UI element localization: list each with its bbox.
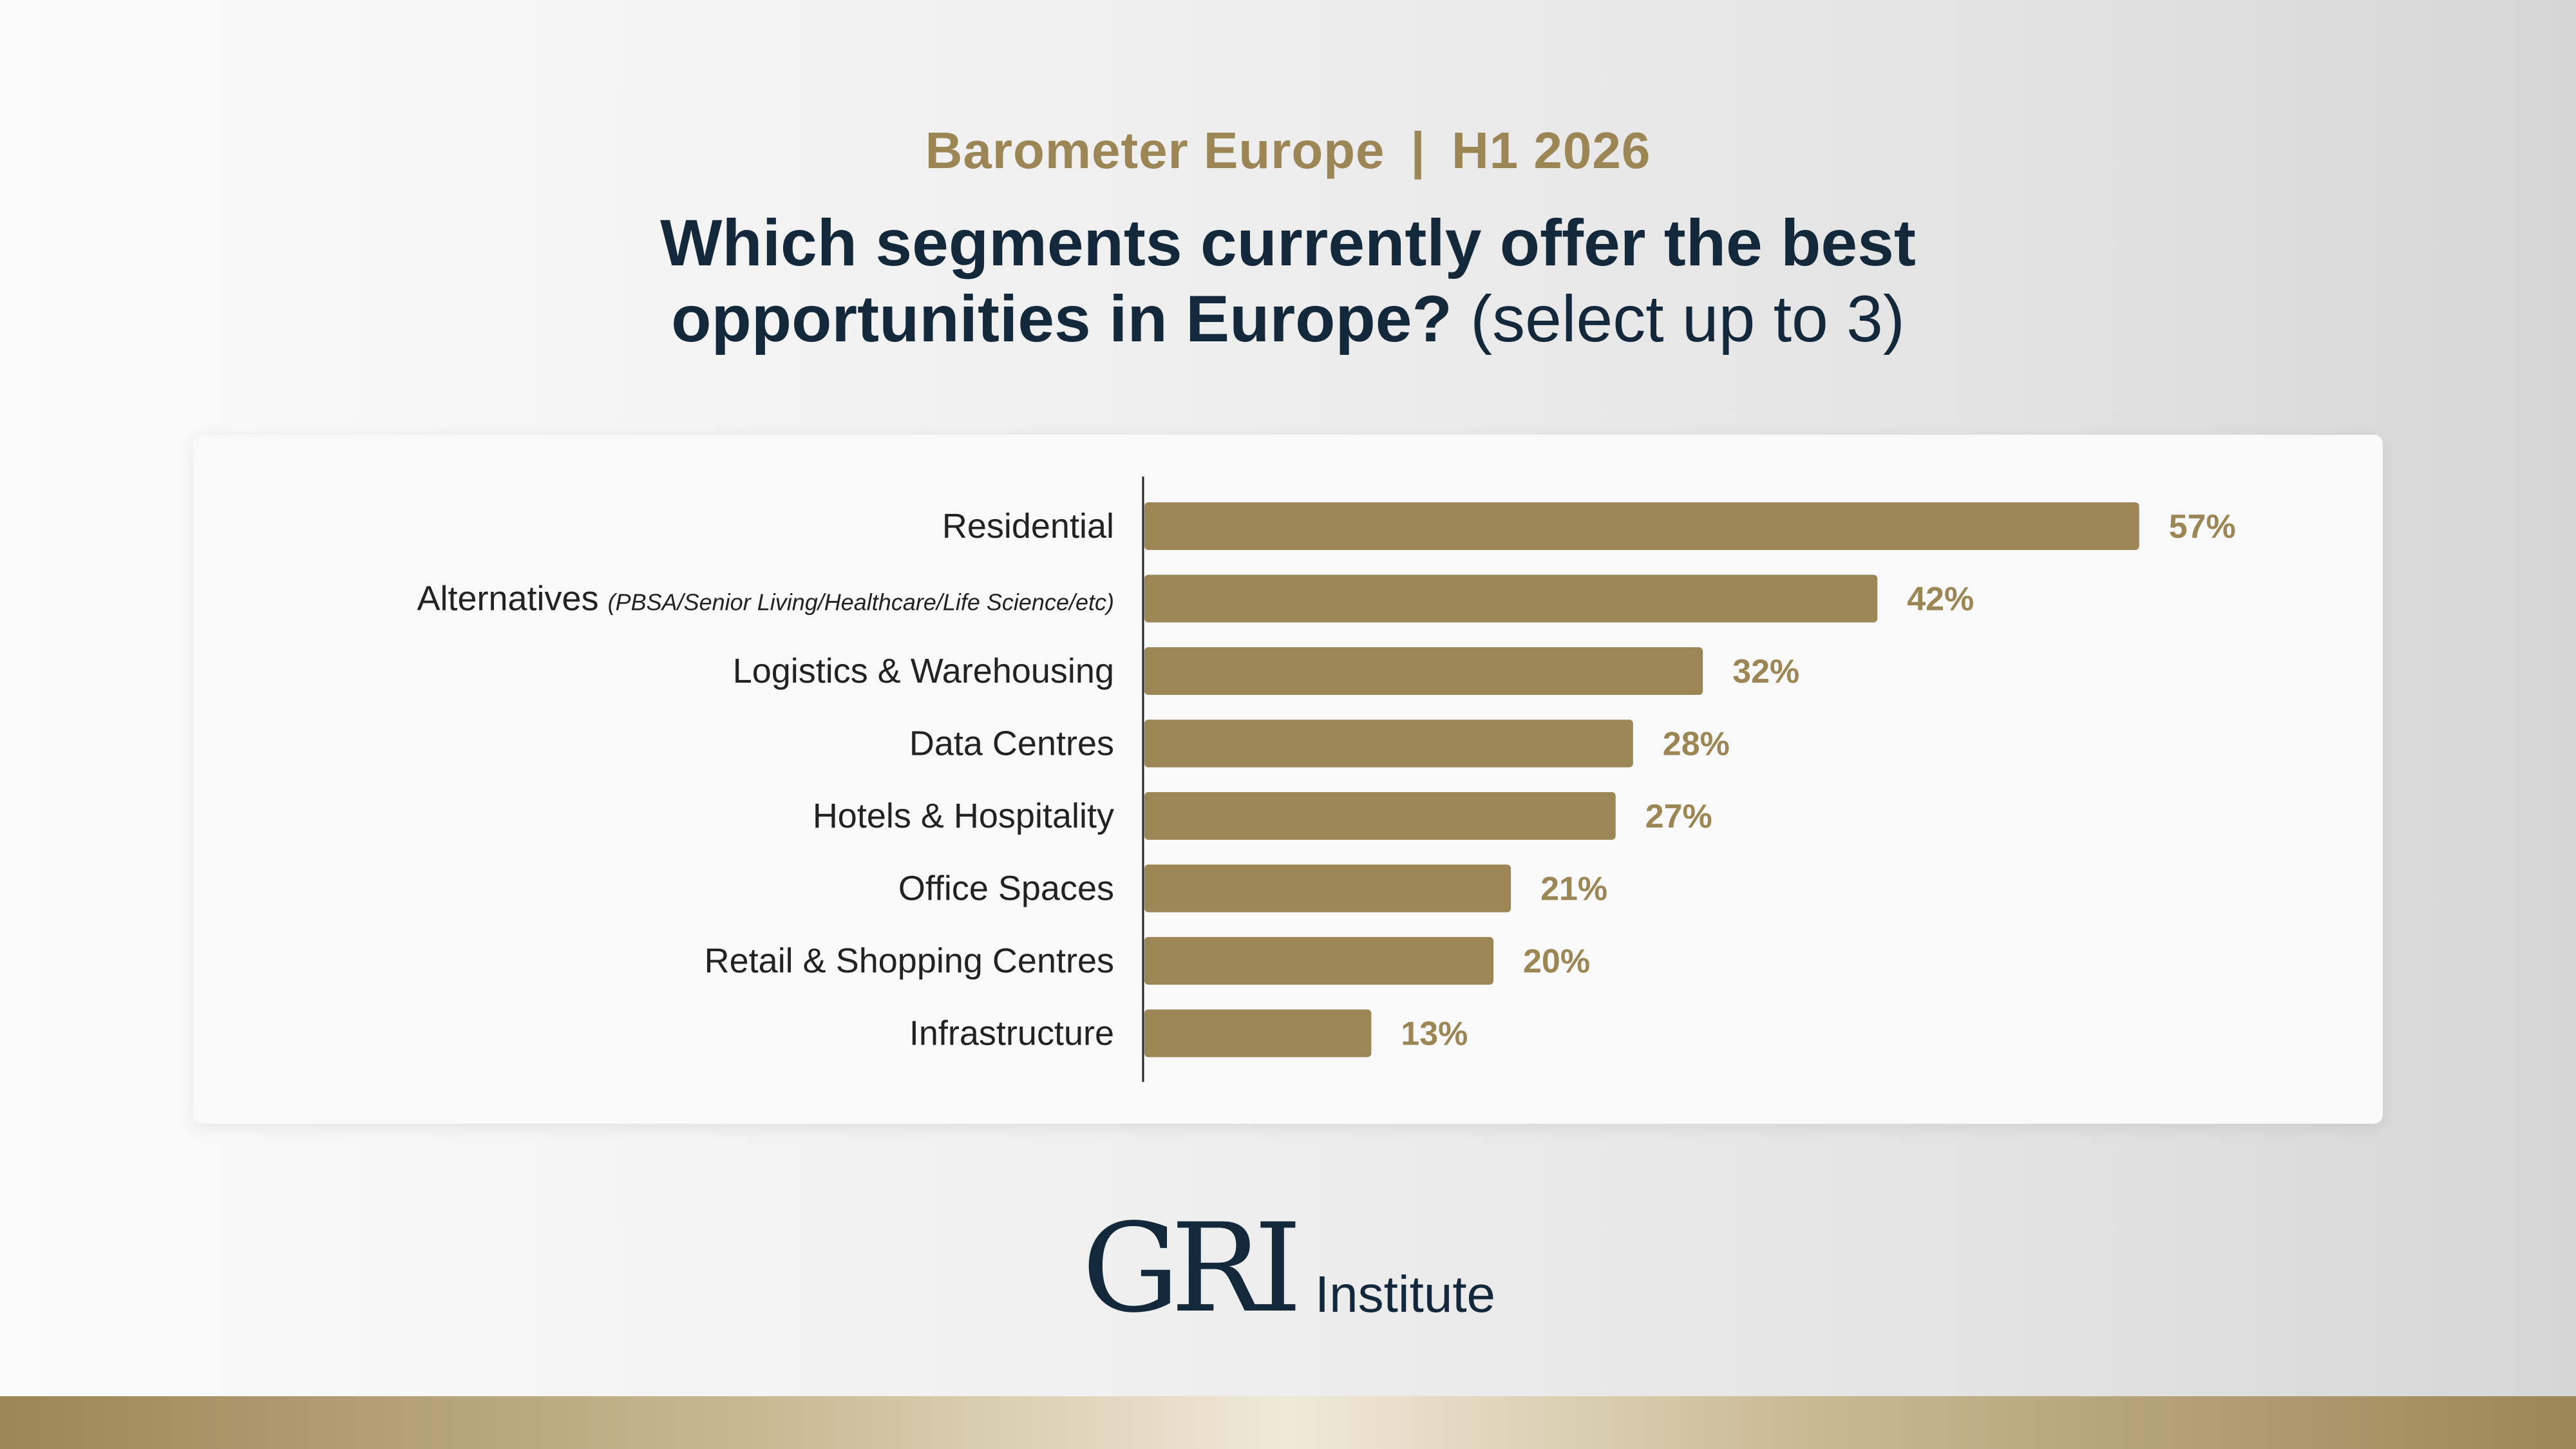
bar-0 bbox=[1144, 502, 2139, 550]
question-text-1: Which segments currently offer the best bbox=[660, 206, 1916, 279]
category-name-2: Logistics & Warehousing bbox=[733, 652, 1114, 690]
category-label-7: Infrastructure bbox=[909, 1014, 1114, 1053]
category-label-1: Alternatives (PBSA/Senior Living/Healthca… bbox=[417, 580, 1114, 618]
period-label: H1 2026 bbox=[1451, 122, 1651, 179]
logo-mark: GRI bbox=[1082, 1197, 1302, 1340]
category-label-3: Data Centres bbox=[909, 724, 1114, 763]
bar-6 bbox=[1144, 937, 1493, 985]
bar-2 bbox=[1144, 647, 1703, 695]
question-line-1: Which segments currently offer the best bbox=[0, 205, 2576, 281]
category-name-6: Retail & Shopping Centres bbox=[705, 942, 1114, 980]
bar-4 bbox=[1144, 792, 1616, 840]
category-label-6: Retail & Shopping Centres bbox=[705, 942, 1114, 980]
category-name-7: Infrastructure bbox=[909, 1014, 1114, 1053]
question-line-2: opportunities in Europe? (select up to 3… bbox=[0, 281, 2576, 357]
category-label-4: Hotels & Hospitality bbox=[813, 797, 1114, 835]
bar-value-label-5: 21% bbox=[1540, 871, 1607, 908]
chart-subtitle: Barometer Europe | H1 2026 bbox=[0, 121, 2576, 180]
chart-card: 57% Residential 42% Alternatives (PBSA/Senio… bbox=[193, 435, 2383, 1124]
bar-5 bbox=[1144, 864, 1511, 913]
subtitle-separator: | bbox=[1410, 122, 1426, 179]
series-name: Barometer Europe bbox=[925, 122, 1385, 179]
category-name-1: Alternatives bbox=[417, 580, 598, 618]
bar-value-label-6: 20% bbox=[1523, 943, 1590, 980]
chart-title: Which segments currently offer the best … bbox=[0, 205, 2576, 357]
logo-text: Institute bbox=[1314, 1265, 1496, 1323]
category-name-4: Hotels & Hospitality bbox=[813, 797, 1114, 835]
bar-1 bbox=[1144, 574, 1878, 623]
bar-value-label-2: 32% bbox=[1732, 653, 1799, 690]
question-text-2: opportunities in Europe? bbox=[671, 282, 1452, 355]
bar-value-label-7: 13% bbox=[1401, 1016, 1468, 1053]
bottom-gold-band bbox=[0, 1396, 2576, 1449]
bar-value-label-3: 28% bbox=[1663, 726, 1730, 763]
category-label-5: Office Spaces bbox=[898, 869, 1114, 908]
bar-value-label-0: 57% bbox=[2169, 508, 2236, 545]
category-name-0: Residential bbox=[942, 507, 1114, 545]
bar-7 bbox=[1144, 1009, 1372, 1057]
category-label-2: Logistics & Warehousing bbox=[733, 652, 1114, 690]
category-note-1: (PBSA/Senior Living/Healthcare/Life Scie… bbox=[608, 589, 1114, 616]
bar-value-label-4: 27% bbox=[1645, 798, 1712, 835]
category-label-0: Residential bbox=[942, 507, 1114, 545]
bar-value-label-1: 42% bbox=[1907, 581, 1974, 618]
category-name-5: Office Spaces bbox=[898, 869, 1114, 908]
category-name-3: Data Centres bbox=[909, 724, 1114, 763]
bar-chart: 57% Residential 42% Alternatives (PBSA/Senio… bbox=[417, 477, 2236, 1082]
bar-3 bbox=[1144, 719, 1633, 768]
gri-logo: GRI Institute bbox=[1082, 1197, 1495, 1340]
question-note: (select up to 3) bbox=[1470, 282, 1905, 355]
